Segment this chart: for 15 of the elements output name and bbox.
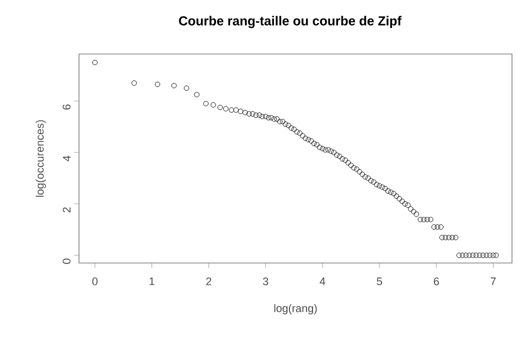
x-tick-label: 1 [150,278,154,286]
x-tick-label: 0 [92,278,98,286]
chart-title: Courbe rang-taille ou courbe de Zipf [179,16,402,28]
x-tick-label: 4 [320,278,326,286]
x-axis-title: log(rang) [274,304,317,314]
x-tick-label: 5 [376,278,382,286]
x-tick-label: 3 [263,278,268,286]
y-tick-label: 2 [62,207,70,212]
x-tick-label: 2 [206,278,212,286]
x-tick-label: 7 [490,278,496,286]
y-tick-label: 4 [62,156,70,162]
y-tick-label: 6 [62,104,70,110]
x-tick-label: 6 [434,278,439,286]
y-tick-label: 0 [62,258,70,264]
y-axis-title: log(occurences) [36,120,46,197]
